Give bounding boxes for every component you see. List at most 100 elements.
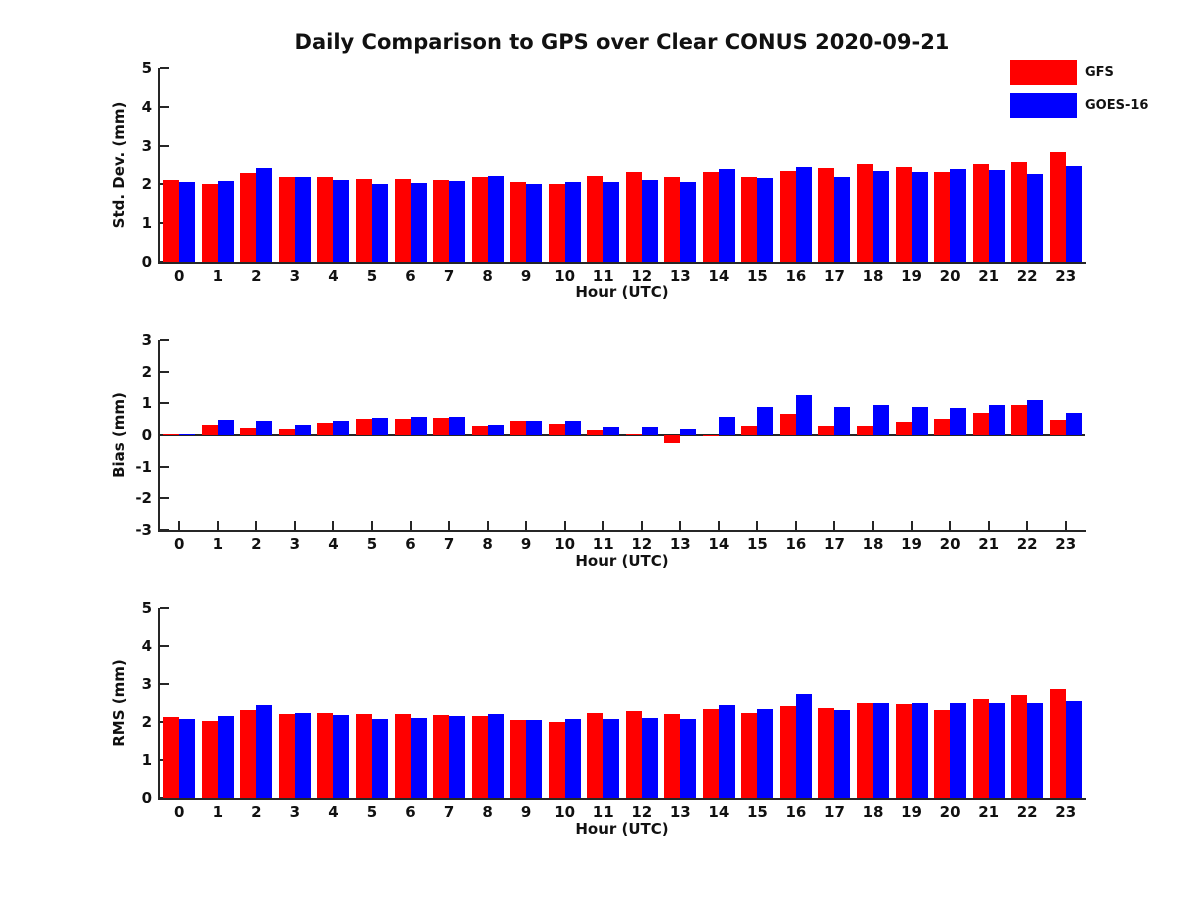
bias-bar-goes-16-h10 [564,421,581,435]
bias-bar-goes-16-h12 [641,426,658,435]
bias-x-tick [563,521,566,530]
rms-bar-goes-16-h4 [333,715,350,798]
bias-x-tick [1026,521,1029,530]
std_dev-bar-goes-16-h21 [988,169,1005,262]
bias-x-tick [178,521,181,530]
bias-bar-gfs-h20 [934,419,951,435]
std_dev-y-tick-label: 2 [141,175,152,194]
rms-bar-gfs-h15 [741,712,758,798]
bias-bar-goes-16-h19 [911,406,928,435]
bias-bar-goes-16-h8 [487,425,504,435]
rms-y-tick-label: 5 [141,599,152,617]
rms-x-tick-label: 18 [862,803,884,821]
rms-x-tick-label: 7 [443,803,455,821]
bias-bar-goes-16-h14 [718,416,735,435]
std_dev-bar-goes-16-h10 [564,181,581,262]
rms-x-tick-label: 3 [289,803,301,821]
std_dev-bar-gfs-h22 [1011,162,1028,262]
rms-bar-goes-16-h6 [410,717,427,798]
rms-x-tick-label: 5 [366,803,378,821]
bias-bar-goes-16-h23 [1065,412,1082,435]
rms-x-tick-label: 14 [708,803,730,821]
bias-x-tick [833,521,836,530]
std_dev-y-tick [160,261,169,263]
rms-bar-goes-16-h13 [680,719,697,798]
bias-x-tick [525,521,528,530]
bias-bar-goes-16-h7 [449,417,466,435]
rms-x-tick-label: 6 [405,803,416,821]
ylabel-std-dev: Std. Dev. (mm) [110,101,128,229]
bias-x-tick [409,521,412,530]
std_dev-y-tick-label: 4 [141,97,152,116]
bias-bar-goes-16-h6 [410,416,427,435]
rms-x-tick-label: 2 [251,803,262,821]
rms-x-tick-label: 19 [901,803,922,821]
rms-bar-goes-16-h21 [988,702,1005,798]
std_dev-bar-gfs-h4 [317,176,334,262]
bias-bar-goes-16-h22 [1027,399,1044,435]
bias-x-tick [1064,521,1067,530]
std_dev-bar-goes-16-h23 [1065,165,1082,262]
rms-y-tick-label: 4 [141,637,152,655]
std_dev-x-tick-label: 13 [669,267,691,285]
std_dev-x-tick-label: 22 [1016,267,1038,285]
rms-bar-goes-16-h8 [487,714,504,798]
std_dev-bar-goes-16-h3 [294,176,311,262]
std_dev-bar-gfs-h19 [895,167,912,262]
bias-bar-gfs-h23 [1049,419,1066,435]
std_dev-x-tick-label: 4 [328,267,339,285]
std_dev-y-axis [158,68,160,264]
rms-bar-gfs-h14 [702,709,719,798]
bias-y-tick-label: -1 [135,457,152,476]
std_dev-bar-goes-16-h0 [179,181,196,262]
bias-x-tick-label: 15 [746,535,768,553]
rms-bar-gfs-h16 [779,706,796,798]
bias-x-tick-label: 16 [785,535,807,553]
bias-bar-goes-16-h1 [217,420,234,435]
bias-x-tick-label: 6 [405,535,416,553]
bias-zero-line [158,434,1085,436]
bias-x-tick [756,521,759,530]
std_dev-x-tick-label: 10 [554,267,576,285]
rms-bar-goes-16-h23 [1065,701,1082,798]
std_dev-x-tick-label: 3 [289,267,301,285]
bias-bar-gfs-h11 [587,429,604,435]
std_dev-bar-goes-16-h12 [641,180,658,262]
bias-y-tick-label: -2 [135,489,152,508]
std_dev-bar-goes-16-h22 [1027,174,1044,262]
bias-x-tick-label: 22 [1016,535,1038,553]
std_dev-x-tick-label: 7 [443,267,455,285]
bias-x-tick [448,521,451,530]
bias-x-tick [910,521,913,530]
bias-y-tick [160,529,169,531]
rms-bar-goes-16-h16 [795,693,812,798]
std_dev-bar-gfs-h10 [548,183,565,262]
std_dev-bar-gfs-h3 [278,176,295,262]
bias-bar-goes-16-h3 [294,424,311,435]
bias-y-axis [158,340,160,532]
std_dev-bar-goes-16-h18 [873,170,890,262]
rms-x-tick-label: 17 [824,803,845,821]
legend-item-goes16: GOES-16 [1010,93,1148,118]
bias-x-tick-label: 5 [366,535,378,553]
bias-y-tick-label: 0 [141,426,152,444]
bias-y-tick-label: 2 [141,362,152,381]
rms-bar-gfs-h8 [471,715,488,798]
legend: GFS GOES-16 [1010,60,1148,126]
bias-x-tick-label: 17 [824,535,845,553]
std_dev-bar-goes-16-h11 [603,182,620,262]
std_dev-x-tick-label: 20 [939,267,961,285]
std_dev-bar-goes-16-h20 [950,169,967,262]
std_dev-y-tick [160,67,169,69]
rms-bar-gfs-h5 [355,714,372,798]
rms-bar-gfs-h7 [433,715,450,798]
bias-x-tick [255,521,258,530]
std_dev-bar-gfs-h18 [857,164,874,262]
rms-bar-gfs-h3 [278,713,295,798]
bias-bar-goes-16-h13 [680,428,697,435]
bias-x-tick [679,521,682,530]
std_dev-y-tick-label: 1 [141,214,152,233]
bias-x-tick [640,521,643,530]
std_dev-bar-goes-16-h7 [449,181,466,262]
std_dev-bar-goes-16-h15 [757,177,774,262]
